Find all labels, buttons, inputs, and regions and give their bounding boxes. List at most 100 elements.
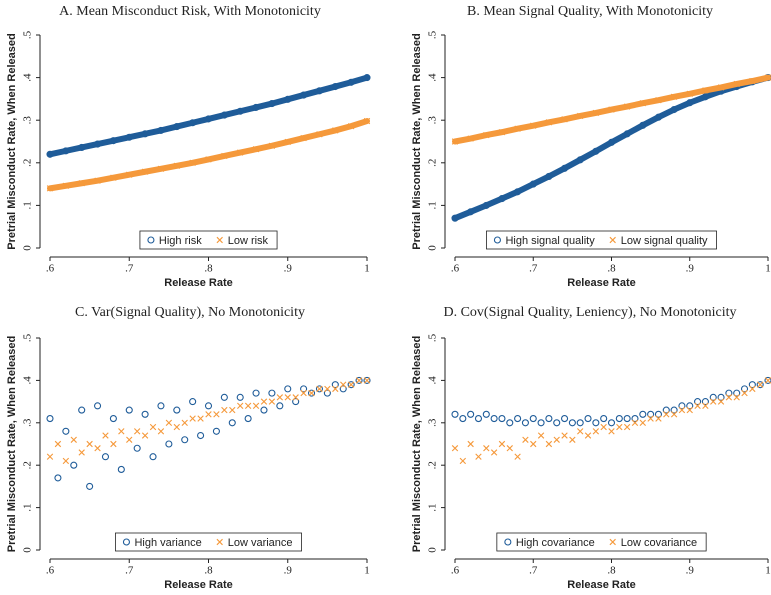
circle-marker: [220, 393, 228, 401]
circle-marker: [252, 103, 260, 111]
circle-marker: [756, 381, 764, 389]
circle-marker: [197, 431, 205, 440]
x-tick-label: .6: [451, 565, 460, 577]
circle-marker: [204, 115, 213, 123]
circle-marker: [725, 389, 733, 397]
circle-marker: [584, 415, 592, 423]
x-marker: [733, 80, 740, 88]
x-marker: [490, 449, 498, 456]
legend-label: Low risk: [228, 235, 269, 247]
x-marker: [741, 389, 748, 397]
circle-marker: [647, 410, 655, 418]
y-tick-label: .5: [22, 333, 34, 342]
circle-marker: [490, 415, 498, 423]
x-tick-label: .6: [46, 565, 55, 577]
legend-label: High variance: [134, 537, 201, 549]
x-marker: [189, 415, 196, 422]
legend: High risk Low risk: [139, 230, 278, 250]
circle-marker: [204, 402, 213, 410]
legend-label: Low signal quality: [621, 235, 708, 247]
legend-symbol: [147, 236, 155, 244]
circle-marker: [165, 440, 173, 448]
x-marker: [157, 428, 165, 435]
x-tick-label: 1: [765, 565, 771, 577]
x-tick-label: .9: [284, 263, 293, 275]
circle-marker: [355, 376, 363, 384]
y-tick-label: .3: [427, 418, 439, 427]
x-marker: [506, 445, 513, 452]
x-marker: [78, 449, 85, 456]
x-marker: [284, 138, 291, 146]
y-tick-label: .1: [427, 503, 439, 511]
circle-marker: [451, 410, 459, 418]
circle-marker: [694, 398, 702, 406]
series-line: [47, 118, 370, 192]
circle-marker: [623, 130, 631, 138]
x-marker: [300, 134, 307, 142]
x-marker: [514, 125, 521, 132]
x-marker: [623, 423, 631, 431]
x-marker: [237, 402, 244, 410]
x-marker: [173, 162, 180, 169]
circle-marker: [506, 419, 514, 427]
circle-marker: [323, 389, 331, 397]
x-marker: [553, 436, 560, 443]
x-marker: [749, 77, 756, 85]
circle-marker: [117, 465, 125, 473]
x-marker: [451, 445, 459, 452]
x-marker: [46, 453, 54, 460]
circle-marker: [347, 78, 355, 86]
x-marker: [157, 165, 165, 172]
x-marker: [483, 445, 490, 452]
legend-symbol: [216, 236, 223, 244]
plot-area: [46, 376, 371, 490]
circle-marker: [236, 393, 244, 401]
y-axis-label: Pretrial Misconduct Rate, When Released: [6, 33, 18, 249]
x-marker: [467, 135, 474, 142]
circle-marker: [220, 111, 228, 119]
x-tick-label: .6: [46, 263, 55, 275]
x-marker: [498, 128, 506, 136]
circle-marker: [268, 100, 276, 108]
circle-marker: [474, 415, 483, 423]
circle-marker: [292, 398, 300, 406]
x-marker: [616, 423, 623, 431]
x-marker: [332, 385, 339, 393]
y-tick-label: .1: [22, 503, 34, 511]
x-marker: [86, 440, 93, 448]
circle-marker: [529, 415, 537, 423]
x-marker: [522, 436, 529, 443]
circle-marker: [109, 415, 117, 423]
x-marker: [545, 440, 553, 448]
plot-area: [451, 74, 771, 222]
x-tick-label: .7: [125, 263, 134, 275]
circle-marker: [78, 406, 86, 414]
y-tick-label: .2: [22, 159, 34, 167]
circle-marker: [576, 156, 584, 164]
circle-marker: [545, 415, 553, 423]
circle-marker: [553, 419, 561, 427]
x-marker: [173, 423, 180, 431]
x-marker: [221, 406, 228, 414]
y-tick-label: .4: [427, 73, 439, 82]
x-marker: [467, 440, 474, 448]
x-tick-label: .7: [125, 565, 134, 577]
x-marker: [631, 419, 639, 426]
x-marker: [165, 419, 173, 426]
circle-marker: [560, 415, 569, 423]
circle-marker: [331, 381, 339, 389]
circle-marker: [498, 415, 506, 423]
legend: High variance Low variance: [115, 532, 302, 552]
legend-label: Low variance: [228, 537, 293, 549]
y-tick-label: .4: [427, 376, 439, 385]
x-marker: [316, 385, 323, 393]
x-marker: [639, 419, 646, 426]
x-marker: [514, 453, 521, 460]
x-marker: [181, 419, 188, 426]
x-marker: [94, 177, 101, 184]
x-marker: [141, 432, 149, 439]
circle-marker: [70, 461, 78, 469]
x-marker: [118, 428, 125, 435]
y-tick-label: .3: [22, 116, 34, 125]
